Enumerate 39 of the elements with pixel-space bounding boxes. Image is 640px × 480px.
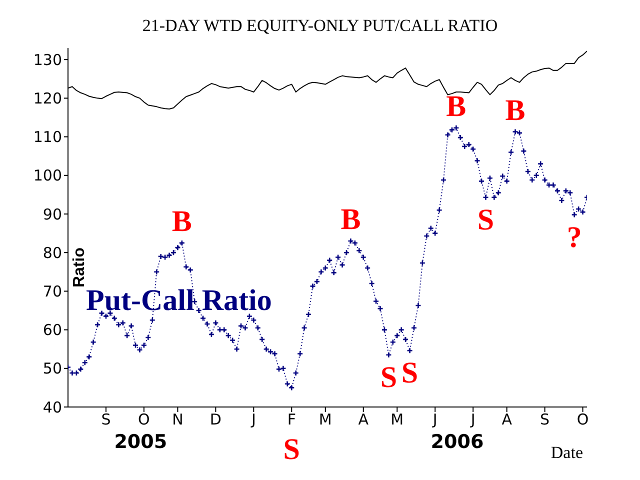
annotation: ? bbox=[566, 220, 582, 254]
x-axis-title: Date bbox=[550, 443, 583, 462]
x-tick-label: D bbox=[210, 410, 222, 429]
annotation: B bbox=[340, 203, 361, 236]
y-tick-label: 100 bbox=[33, 166, 62, 185]
x-tick-label: F bbox=[287, 410, 296, 429]
x-tick-label: A bbox=[358, 410, 370, 429]
y-tick-label: 60 bbox=[42, 321, 62, 340]
y-tick-label: 120 bbox=[33, 90, 62, 108]
x-tick-label: O bbox=[576, 410, 589, 429]
x-tick-label: M bbox=[390, 410, 404, 429]
y-axis-title: Ratio bbox=[71, 247, 88, 288]
x-tick-label: J bbox=[470, 410, 476, 429]
x-tick-label: O bbox=[138, 410, 150, 429]
y-tick-label: 70 bbox=[42, 282, 62, 301]
annotation: B bbox=[505, 94, 526, 127]
annotation: B bbox=[446, 90, 466, 123]
annotation: S bbox=[401, 356, 418, 390]
y-tick-label: 50 bbox=[42, 360, 62, 378]
annotation: B bbox=[172, 204, 192, 238]
y-tick-label: 80 bbox=[42, 244, 62, 262]
y-tick-label: 90 bbox=[42, 205, 62, 224]
text: 2006 bbox=[430, 431, 484, 453]
annotation: S bbox=[477, 203, 494, 236]
x-tick-label: S bbox=[101, 410, 111, 429]
x-tick-label: J bbox=[250, 410, 256, 429]
text: 2005 bbox=[114, 431, 168, 453]
y-tick-label: 40 bbox=[42, 398, 62, 416]
x-tick-label: A bbox=[502, 410, 513, 429]
y-tick-label: 130 bbox=[33, 50, 62, 69]
chart-title: 21-DAY WTD EQUITY-ONLY PUT/CALL RATIO bbox=[141, 16, 499, 36]
annotation: S bbox=[380, 360, 398, 394]
series-label: Put-Call Ratio bbox=[86, 284, 272, 318]
x-tick-label: S bbox=[540, 410, 550, 429]
x-tick-label: J bbox=[432, 410, 438, 429]
x-tick-label: N bbox=[172, 410, 184, 429]
annotation: S bbox=[283, 433, 300, 466]
x-tick-label: M bbox=[318, 410, 332, 429]
y-tick-label: 110 bbox=[33, 128, 62, 146]
